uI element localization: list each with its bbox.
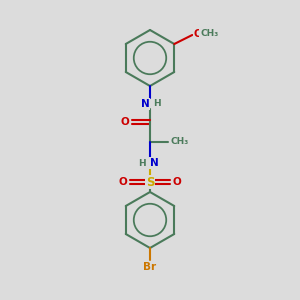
Text: O: O (194, 29, 203, 39)
Text: H: H (153, 100, 161, 109)
Text: N: N (150, 158, 158, 168)
Text: Br: Br (143, 262, 157, 272)
Text: O: O (172, 177, 182, 187)
Text: S: S (146, 176, 154, 188)
Text: CH₃: CH₃ (200, 29, 218, 38)
Text: O: O (121, 117, 129, 127)
Text: H: H (138, 158, 146, 167)
Text: N: N (141, 99, 149, 109)
Text: CH₃: CH₃ (171, 137, 189, 146)
Text: O: O (118, 177, 127, 187)
